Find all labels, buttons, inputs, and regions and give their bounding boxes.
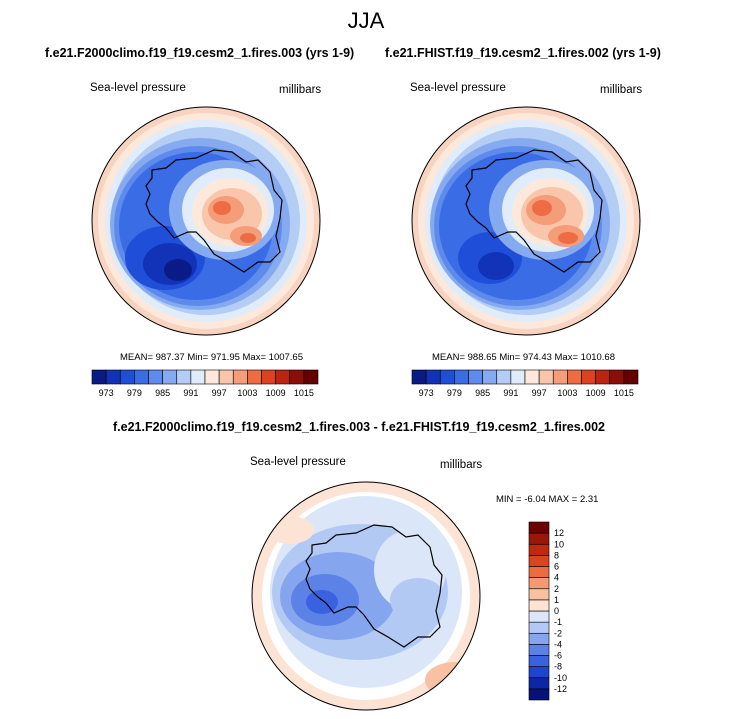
panel3-colorbar-tick-label: 0 [554, 606, 559, 616]
panel1-right-label: millibars [279, 84, 322, 96]
main-title: JJA [347, 8, 385, 33]
panel1-colorbar-tick-label: 985 [155, 388, 170, 398]
panel1-field-low-3 [164, 259, 192, 281]
panel3-colorbar-tick-label: 4 [554, 573, 559, 583]
panel2-colorbar-tick-label: 997 [532, 388, 547, 398]
panel3-colorbar-box [528, 610, 550, 623]
panel3-colorbar-box [528, 666, 550, 679]
panel3-colorbar-tick-label: 2 [554, 584, 559, 594]
panel3-colorbar-box [528, 621, 550, 634]
panel3-colorbar-tick-label: 1 [554, 595, 559, 605]
panel3-colorbar-tick-label: -6 [554, 651, 562, 661]
panel3-colorbar-box [528, 555, 550, 567]
panel3-colorbar-box [528, 521, 550, 534]
panel3-field-inland-2 [390, 578, 446, 622]
panel2-field-high-6 [558, 232, 578, 244]
panel2-coastline [465, 149, 603, 273]
panel1-colorbar-tick-label: 991 [183, 388, 198, 398]
panel3-colorbar-tick-label: 10 [554, 539, 564, 549]
panel1-colorbar-tick-label: 1015 [294, 388, 314, 398]
panel2-colorbar-box [623, 369, 639, 385]
panel2-colorbar-tick-label: 1003 [557, 388, 577, 398]
panel2-field-low-2 [478, 252, 514, 280]
panel2-colorbar-tick-label: 991 [503, 388, 518, 398]
panel1-field-high-5 [213, 201, 231, 215]
panel1-colorbar-tick-label: 1003 [237, 388, 257, 398]
panel3-colorbar-tick-label: -1 [554, 617, 562, 627]
panel2-title: f.e21.FHIST.f19_f19.cesm2_1.fires.002 (y… [385, 46, 661, 60]
panel1-colorbar-tick-label: 997 [212, 388, 227, 398]
panel3-colorbar-box [528, 688, 550, 701]
panel3-colorbar-tick-label: 6 [554, 562, 559, 572]
panel2-field-high-5 [532, 200, 552, 216]
panel1-map-border [91, 106, 321, 336]
panel3-left-label: Sea-level pressure [250, 456, 346, 468]
panel3-colorbar-box [528, 644, 550, 656]
panel3-colorbar-tick-label: -10 [554, 673, 567, 683]
panel3-colorbar-tick-label: -4 [554, 639, 562, 649]
panel3-colorbar-box [528, 655, 550, 667]
panel3-colorbar-box [528, 632, 550, 645]
panel2-right-label: millibars [600, 84, 643, 96]
panel3-colorbar-tick-label: -8 [554, 662, 562, 672]
panel3-title: f.e21.F2000climo.f19_f19.cesm2_1.fires.0… [113, 420, 605, 434]
panel3-colorbar-tick-label: -2 [554, 628, 562, 638]
panel2-left-label: Sea-level pressure [410, 82, 506, 94]
panel2-colorbar-tick-label: 973 [419, 388, 434, 398]
panel3-colorbar-box [528, 577, 550, 590]
panel3-map-border [251, 481, 481, 711]
panel3-colorbar-box [528, 566, 550, 578]
panel3-right-label: millibars [440, 459, 483, 471]
panel1-colorbar-tick-label: 1009 [266, 388, 286, 398]
panel3-colorbar-box [528, 599, 550, 612]
panel3-colorbar-box [528, 532, 550, 545]
panel1-stats: MEAN= 987.37 Min= 971.95 Max= 1007.65 [120, 352, 303, 363]
panel1-title: f.e21.F2000climo.f19_f19.cesm2_1.fires.0… [45, 46, 355, 60]
panel2-colorbar-tick-label: 985 [475, 388, 490, 398]
panel1-colorbar-tick-label: 973 [99, 388, 114, 398]
panel2-colorbar-tick-label: 1015 [614, 388, 634, 398]
panel3-stats: MIN = -6.04 MAX = 2.31 [496, 494, 599, 505]
panel3-colorbar-box [528, 588, 550, 601]
panel3-colorbar-tick-label: -12 [554, 684, 567, 694]
panel2-map-border [411, 106, 641, 336]
panel1-left-label: Sea-level pressure [90, 82, 186, 94]
panel3-coastline [305, 524, 443, 648]
panel1-coastline [145, 149, 283, 273]
panel3-colorbar-tick-label: 12 [554, 528, 564, 538]
panel1-colorbar-tick-label: 979 [127, 388, 142, 398]
panel3-colorbar-tick-label: 8 [554, 550, 559, 560]
panel2-colorbar-tick-label: 979 [447, 388, 462, 398]
panel2-colorbar-tick-label: 1009 [586, 388, 606, 398]
panel1-colorbar-box [303, 369, 319, 385]
panel3-colorbar-box [528, 677, 550, 690]
panel3-colorbar-box [528, 543, 550, 556]
panel2-stats: MEAN= 988.65 Min= 974.43 Max= 1010.68 [432, 352, 615, 363]
panel1-field-high-6 [240, 233, 256, 243]
